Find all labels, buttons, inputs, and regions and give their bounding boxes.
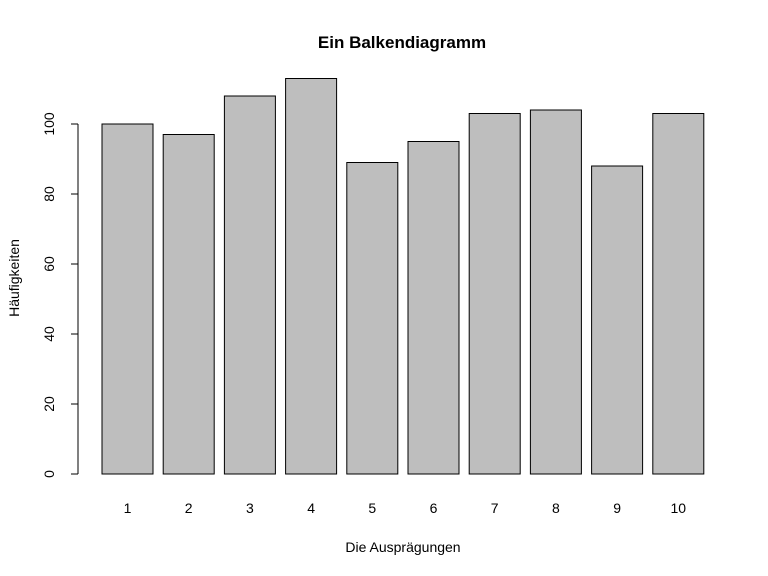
bar-10 xyxy=(652,113,705,475)
x-tick-label-7: 7 xyxy=(491,500,499,516)
y-tick-label-100: 100 xyxy=(41,112,57,136)
bar-6 xyxy=(407,141,460,475)
x-tick-label-5: 5 xyxy=(368,500,376,516)
x-tick-label-2: 2 xyxy=(185,500,193,516)
y-tick-label-60: 60 xyxy=(41,256,57,272)
bar-1 xyxy=(101,123,154,475)
x-tick-label-6: 6 xyxy=(430,500,438,516)
bar-8 xyxy=(529,109,582,475)
y-tick-label-0: 0 xyxy=(41,470,57,478)
y-axis-label: Häufigkeiten xyxy=(6,239,22,317)
y-axis: 0 20 40 60 80 100 xyxy=(41,112,79,478)
chart-title: Ein Balkendiagramm xyxy=(318,33,486,52)
bar-7 xyxy=(468,113,521,475)
bar-4 xyxy=(285,78,338,475)
bar-5 xyxy=(346,162,399,475)
x-tick-labels: 1 2 3 4 5 6 7 8 9 10 xyxy=(124,500,687,516)
x-tick-label-4: 4 xyxy=(307,500,315,516)
bar-3 xyxy=(223,95,276,475)
x-tick-label-1: 1 xyxy=(124,500,132,516)
bar-2 xyxy=(162,134,215,475)
bar-9 xyxy=(591,165,644,475)
x-axis-label: Die Ausprägungen xyxy=(345,539,460,555)
x-tick-label-10: 10 xyxy=(671,500,687,516)
y-tick-label-40: 40 xyxy=(41,326,57,342)
bars-group xyxy=(101,78,705,475)
x-tick-label-3: 3 xyxy=(246,500,254,516)
x-tick-label-8: 8 xyxy=(552,500,560,516)
x-tick-label-9: 9 xyxy=(613,500,621,516)
y-tick-label-20: 20 xyxy=(41,396,57,412)
y-tick-label-80: 80 xyxy=(41,186,57,202)
